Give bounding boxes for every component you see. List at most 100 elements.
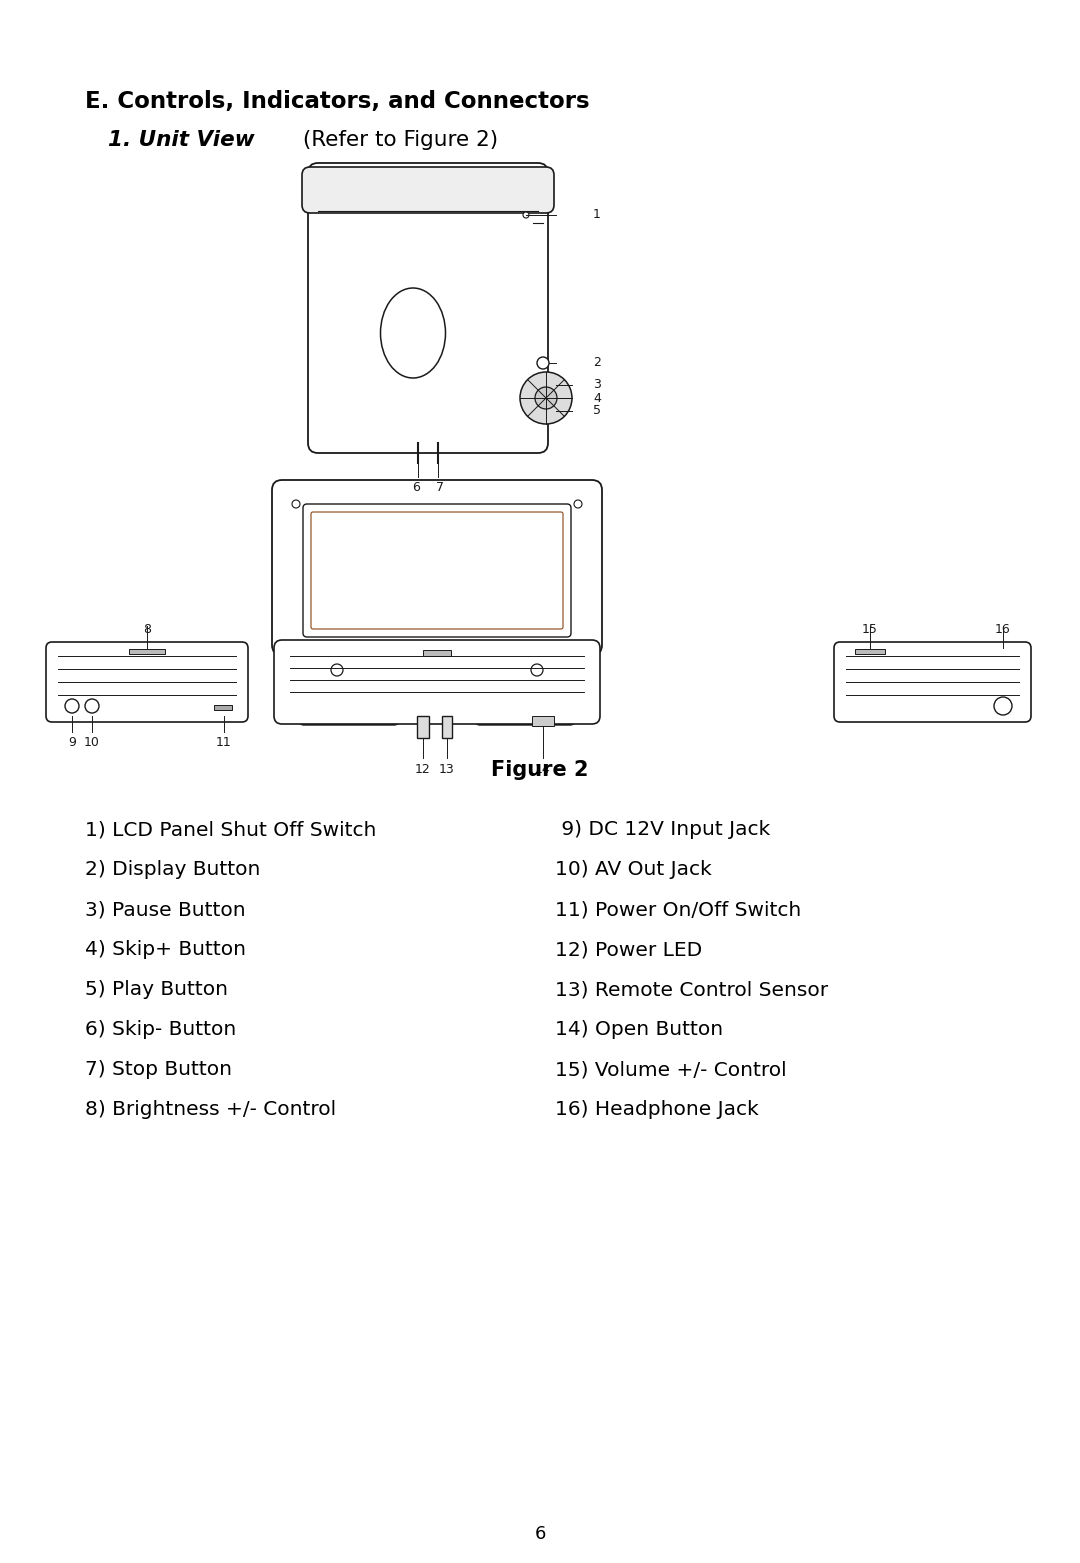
Circle shape xyxy=(530,661,534,664)
FancyBboxPatch shape xyxy=(302,167,554,213)
Circle shape xyxy=(486,652,490,656)
Circle shape xyxy=(497,706,501,710)
Circle shape xyxy=(65,699,79,713)
Circle shape xyxy=(332,652,336,656)
Circle shape xyxy=(365,661,369,664)
Circle shape xyxy=(354,678,357,683)
Text: Figure 2: Figure 2 xyxy=(491,760,589,780)
Text: 9: 9 xyxy=(68,736,76,749)
Text: 6: 6 xyxy=(413,481,420,494)
Circle shape xyxy=(537,356,549,369)
Circle shape xyxy=(519,671,523,674)
Circle shape xyxy=(332,697,336,700)
Text: 9) DC 12V Input Jack: 9) DC 12V Input Jack xyxy=(555,821,770,839)
Text: 14: 14 xyxy=(535,763,551,775)
Circle shape xyxy=(332,688,336,692)
Circle shape xyxy=(519,661,523,664)
Text: 8: 8 xyxy=(143,624,151,636)
Circle shape xyxy=(310,697,314,700)
Bar xyxy=(442,716,453,738)
FancyBboxPatch shape xyxy=(311,513,563,628)
Text: 13) Remote Control Sensor: 13) Remote Control Sensor xyxy=(555,980,828,999)
Circle shape xyxy=(519,372,572,424)
Text: 7: 7 xyxy=(436,481,444,494)
Circle shape xyxy=(508,661,512,664)
Circle shape xyxy=(332,671,336,674)
Circle shape xyxy=(497,661,501,664)
Circle shape xyxy=(354,652,357,656)
Text: 12: 12 xyxy=(415,763,431,775)
Circle shape xyxy=(321,671,325,674)
Text: 2: 2 xyxy=(593,356,600,369)
Circle shape xyxy=(343,661,347,664)
Bar xyxy=(855,649,885,653)
Circle shape xyxy=(541,706,545,710)
Text: 1. Unit View: 1. Unit View xyxy=(108,130,255,150)
Circle shape xyxy=(508,697,512,700)
Circle shape xyxy=(552,706,556,710)
Circle shape xyxy=(343,652,347,656)
FancyBboxPatch shape xyxy=(46,642,248,722)
Text: 7) Stop Button: 7) Stop Button xyxy=(85,1060,232,1078)
Circle shape xyxy=(552,678,556,683)
Circle shape xyxy=(354,671,357,674)
Text: 8) Brightness +/- Control: 8) Brightness +/- Control xyxy=(85,1100,336,1119)
Circle shape xyxy=(310,652,314,656)
Circle shape xyxy=(365,678,369,683)
Circle shape xyxy=(530,697,534,700)
Circle shape xyxy=(343,671,347,674)
Text: 16) Headphone Jack: 16) Headphone Jack xyxy=(555,1100,759,1119)
Bar xyxy=(129,649,165,653)
Bar xyxy=(417,716,429,738)
Circle shape xyxy=(541,697,545,700)
Circle shape xyxy=(376,688,380,692)
Circle shape xyxy=(343,706,347,710)
Circle shape xyxy=(330,664,343,677)
Circle shape xyxy=(573,500,582,508)
Circle shape xyxy=(365,688,369,692)
Circle shape xyxy=(354,688,357,692)
Circle shape xyxy=(519,678,523,683)
Text: 10: 10 xyxy=(84,736,100,749)
Circle shape xyxy=(486,697,490,700)
Circle shape xyxy=(354,697,357,700)
Bar xyxy=(532,716,554,725)
Circle shape xyxy=(292,500,300,508)
Text: E. Controls, Indicators, and Connectors: E. Controls, Indicators, and Connectors xyxy=(85,91,590,113)
Circle shape xyxy=(552,688,556,692)
Circle shape xyxy=(497,671,501,674)
Circle shape xyxy=(508,706,512,710)
Circle shape xyxy=(552,697,556,700)
Circle shape xyxy=(332,706,336,710)
Text: 1: 1 xyxy=(593,208,600,222)
Circle shape xyxy=(486,678,490,683)
Text: 15) Volume +/- Control: 15) Volume +/- Control xyxy=(555,1060,786,1078)
Circle shape xyxy=(530,706,534,710)
Circle shape xyxy=(508,678,512,683)
Text: 14) Open Button: 14) Open Button xyxy=(555,1021,724,1039)
Circle shape xyxy=(310,678,314,683)
Bar xyxy=(423,650,451,656)
Circle shape xyxy=(376,678,380,683)
Circle shape xyxy=(321,697,325,700)
Circle shape xyxy=(365,697,369,700)
Circle shape xyxy=(497,652,501,656)
FancyBboxPatch shape xyxy=(475,646,575,725)
Circle shape xyxy=(508,652,512,656)
Circle shape xyxy=(376,652,380,656)
Text: 3: 3 xyxy=(593,378,600,391)
Circle shape xyxy=(343,688,347,692)
FancyBboxPatch shape xyxy=(299,646,399,725)
Circle shape xyxy=(486,671,490,674)
FancyBboxPatch shape xyxy=(308,163,548,453)
Bar xyxy=(214,705,232,710)
Circle shape xyxy=(365,706,369,710)
Text: 16: 16 xyxy=(995,624,1011,636)
Circle shape xyxy=(530,671,534,674)
Circle shape xyxy=(321,706,325,710)
Circle shape xyxy=(508,671,512,674)
Circle shape xyxy=(530,688,534,692)
Circle shape xyxy=(497,678,501,683)
Circle shape xyxy=(508,688,512,692)
Circle shape xyxy=(321,652,325,656)
